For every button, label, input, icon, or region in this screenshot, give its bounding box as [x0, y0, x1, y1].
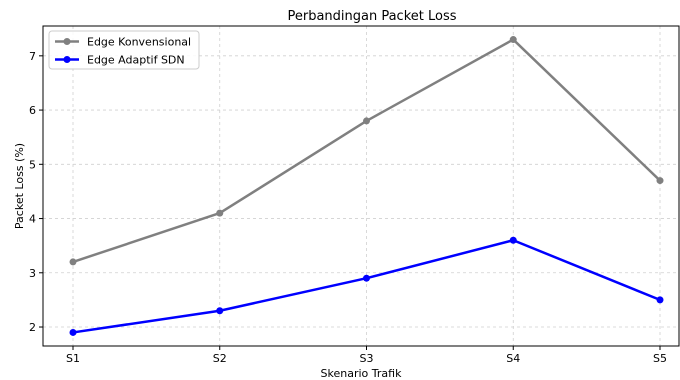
x-tick-label: S4	[506, 352, 520, 365]
data-point-edge-konvensional	[656, 177, 664, 185]
legend-label-edge-konvensional: Edge Konvensional	[87, 36, 191, 49]
y-tick-label: 2	[29, 321, 36, 334]
series-line-edge-konvensional	[72, 38, 661, 264]
data-point-edge-konvensional	[69, 258, 77, 266]
y-tick-label: 7	[29, 50, 36, 63]
data-point-edge-adaptif-sdn	[509, 236, 517, 244]
legend-box	[48, 30, 200, 70]
grid	[43, 26, 679, 346]
x-tick-label: S1	[66, 352, 80, 365]
chart-title: Perbandingan Packet Loss	[287, 9, 456, 24]
data-point-edge-adaptif-sdn	[656, 296, 664, 304]
y-tick-label: 5	[29, 158, 36, 171]
data-point-edge-konvensional	[509, 36, 517, 44]
legend-label-edge-adaptif-sdn: Edge Adaptif SDN	[87, 54, 185, 67]
x-tick-label: S2	[213, 352, 227, 365]
legend-marker-edge-konvensional	[63, 38, 71, 45]
data-point-edge-konvensional	[363, 117, 370, 125]
y-axis-ticks: 2 3 4 5 6 7	[29, 50, 43, 334]
data-point-edge-adaptif-sdn	[69, 328, 77, 336]
series-layer	[69, 36, 664, 336]
data-point-edge-adaptif-sdn	[216, 307, 224, 315]
data-point-edge-adaptif-sdn	[363, 274, 370, 282]
y-tick-label: 4	[29, 213, 36, 226]
x-axis-label: Skenario Trafik	[321, 367, 403, 380]
legend: Edge Konvensional Edge Adaptif SDN	[48, 30, 200, 70]
plot-frame	[42, 25, 680, 347]
y-tick-label: 3	[29, 267, 36, 280]
data-point-edge-konvensional	[216, 209, 224, 217]
y-tick-label: 6	[29, 104, 36, 117]
x-axis-ticks: S1 S2 S3 S4 S5	[66, 346, 667, 365]
y-axis-label: Packet Loss (%)	[13, 143, 26, 229]
x-tick-label: S3	[360, 352, 374, 365]
x-tick-label: S5	[653, 352, 667, 365]
legend-marker-edge-adaptif-sdn	[63, 56, 71, 63]
